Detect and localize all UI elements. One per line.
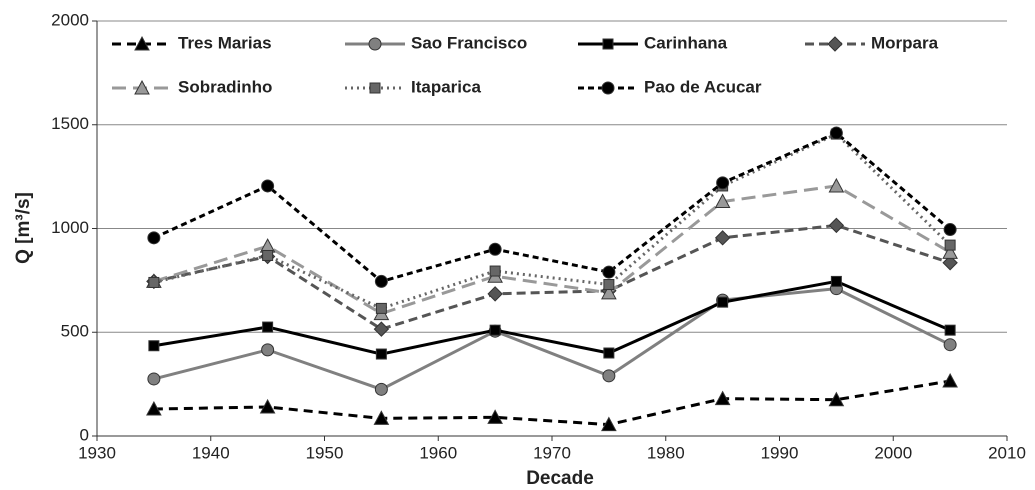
- marker: [829, 126, 843, 140]
- marker: [134, 35, 150, 51]
- y-tick-label: 1000: [51, 218, 89, 237]
- x-tick-label: 1960: [419, 443, 457, 462]
- x-tick-label: 1930: [78, 443, 116, 462]
- marker: [602, 369, 616, 383]
- x-tick-label: 2000: [874, 443, 912, 462]
- legend-label: Itaparica: [411, 77, 481, 96]
- y-tick-label: 2000: [51, 10, 89, 29]
- marker: [602, 38, 614, 50]
- x-tick-label: 1990: [761, 443, 799, 462]
- y-tick-label: 1500: [51, 114, 89, 133]
- marker: [603, 279, 615, 291]
- marker: [830, 275, 842, 287]
- x-tick-label: 1940: [192, 443, 230, 462]
- legend-label: Pao de Acucar: [644, 77, 762, 96]
- marker: [714, 230, 731, 246]
- marker: [487, 409, 503, 424]
- marker: [601, 284, 617, 300]
- marker: [827, 36, 843, 52]
- legend-label: Sao Francisco: [411, 33, 527, 52]
- marker: [717, 296, 729, 308]
- marker: [489, 265, 501, 277]
- marker: [374, 382, 388, 396]
- marker: [148, 276, 160, 288]
- x-tick-label: 1980: [647, 443, 685, 462]
- marker: [146, 400, 162, 416]
- marker: [601, 416, 617, 432]
- y-tick-label: 0: [80, 425, 89, 444]
- marker: [828, 177, 845, 193]
- marker: [261, 179, 275, 193]
- marker: [828, 217, 845, 234]
- y-axis-label: Q [m³/s]: [13, 192, 34, 264]
- legend-label: Tres Marias: [178, 33, 272, 52]
- series-line: [153, 223, 951, 331]
- marker: [261, 343, 275, 357]
- series-line: [153, 131, 952, 284]
- x-tick-label: 1950: [306, 443, 344, 462]
- marker: [601, 81, 615, 95]
- legend-label: Sobradinho: [178, 77, 272, 96]
- series-line: [153, 184, 951, 316]
- legend-label: Morpara: [871, 33, 939, 52]
- marker: [942, 244, 958, 259]
- marker: [375, 302, 387, 314]
- marker: [262, 321, 274, 333]
- marker: [375, 348, 387, 360]
- marker: [147, 372, 161, 386]
- y-tick-label: 500: [61, 322, 89, 341]
- marker: [602, 265, 616, 279]
- marker: [942, 372, 958, 388]
- marker: [134, 79, 150, 95]
- marker: [488, 242, 502, 256]
- marker: [369, 82, 381, 94]
- series-line: [153, 287, 951, 391]
- marker: [374, 274, 388, 288]
- series-line: [153, 279, 951, 356]
- x-tick-label: 2010: [988, 443, 1026, 462]
- marker: [943, 223, 957, 237]
- x-tick-label: 1970: [533, 443, 571, 462]
- marker: [716, 176, 730, 190]
- marker: [487, 286, 503, 302]
- marker: [147, 231, 161, 245]
- marker: [714, 193, 731, 209]
- marker: [259, 398, 276, 414]
- marker: [944, 239, 956, 251]
- marker: [603, 347, 615, 359]
- marker: [942, 255, 958, 271]
- marker: [828, 391, 845, 407]
- marker: [368, 37, 382, 51]
- marker: [489, 324, 501, 336]
- series-line: [153, 379, 951, 427]
- marker: [262, 249, 274, 261]
- marker: [714, 390, 731, 406]
- legend-label: Carinhana: [644, 33, 728, 52]
- marker: [944, 324, 956, 336]
- marker: [148, 340, 160, 352]
- marker: [373, 321, 390, 337]
- x-axis-label: Decade: [526, 468, 594, 489]
- marker: [373, 410, 390, 425]
- marker: [943, 338, 957, 352]
